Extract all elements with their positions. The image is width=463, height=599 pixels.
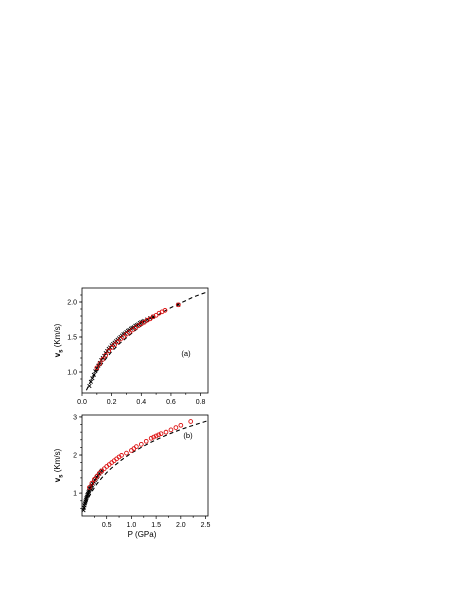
fit-curve — [85, 291, 207, 391]
data-point — [106, 348, 112, 354]
data-point — [115, 339, 120, 345]
y-tick-label: 2 — [73, 453, 77, 460]
data-point — [96, 363, 101, 368]
x-tick-label: 1.0 — [127, 522, 137, 529]
data-point — [96, 470, 102, 476]
data-point — [90, 376, 95, 381]
data-point — [92, 477, 97, 482]
data-point — [141, 319, 147, 325]
data-point — [87, 485, 92, 490]
y-tick-label: 3 — [73, 414, 77, 421]
panel-a: 0.0 0.2 0.4 0.6 0.8 1.0 1.5 2.0 vs (Km/s) (a) — [53, 287, 209, 406]
data-point — [135, 323, 141, 329]
data-point — [119, 453, 124, 458]
data-point — [173, 425, 179, 430]
y-tick-label: 1 — [73, 491, 77, 498]
panel-label: (a) — [181, 349, 191, 358]
data-point — [127, 329, 132, 335]
x-tick-label: 1.5 — [151, 522, 161, 529]
panel-b: 0.5 1.0 1.5 2.0 2.5 1 2 3 vs (Km/s) P (GPa) (b) — [53, 414, 211, 539]
series-cross — [87, 302, 181, 389]
y-tick-label: 1.0 — [67, 370, 77, 377]
data-point — [188, 419, 194, 424]
data-point — [133, 325, 138, 331]
x-axis-title: P (GPa) — [128, 530, 157, 539]
data-point-stroke — [86, 490, 91, 495]
data-point — [85, 492, 90, 498]
panel-label: (b) — [183, 431, 193, 440]
data-point — [158, 431, 164, 437]
data-point — [86, 489, 92, 494]
data-point-stroke — [90, 376, 95, 381]
plot-frame — [81, 287, 209, 394]
data-point — [124, 331, 129, 337]
fit-curve — [82, 420, 207, 511]
data-point — [88, 379, 94, 384]
x-tick-label: 0.5 — [102, 522, 112, 529]
data-point — [176, 302, 181, 308]
data-point — [112, 342, 117, 348]
data-point — [87, 383, 92, 389]
data-point — [94, 474, 100, 479]
data-point — [151, 434, 156, 440]
data-point-stroke — [91, 372, 96, 377]
data-point — [163, 429, 169, 435]
data-point — [148, 435, 154, 441]
data-point — [103, 352, 109, 358]
data-point — [147, 316, 153, 322]
x-tick-label: 2.0 — [176, 522, 186, 529]
y-tick-label: 1.5 — [67, 335, 77, 342]
data-point — [89, 480, 95, 486]
x-tick-label: 0.6 — [166, 399, 176, 406]
data-point — [178, 422, 184, 428]
data-point — [153, 433, 159, 439]
data-point-stroke — [87, 383, 92, 389]
data-point — [153, 312, 159, 318]
data-point — [134, 444, 139, 449]
data-point — [143, 438, 149, 444]
data-point — [97, 361, 103, 366]
data-point — [162, 308, 168, 313]
y-tick-label: 2.0 — [67, 300, 77, 307]
data-point — [138, 441, 144, 447]
data-point — [86, 490, 91, 495]
x-tick-label: 0.8 — [196, 399, 206, 406]
y-axis-title: vs (Km/s) — [53, 448, 65, 482]
data-point — [124, 450, 129, 456]
data-point — [91, 372, 96, 377]
series-circle — [87, 419, 194, 490]
data-point — [130, 327, 135, 333]
data-point — [101, 466, 107, 472]
x-tick-label: 2.5 — [201, 522, 211, 529]
y-axis-title: vs (Km/s) — [53, 323, 65, 357]
data-point — [118, 336, 123, 342]
data-point — [94, 365, 100, 371]
data-point — [168, 427, 174, 433]
data-point — [100, 357, 106, 362]
data-point-stroke — [88, 379, 94, 384]
plot-frame — [81, 414, 209, 517]
data-point-stroke — [85, 492, 90, 498]
series-circle — [94, 302, 181, 371]
x-tick-label: 0.4 — [136, 399, 146, 406]
data-point — [109, 345, 114, 350]
data-point-stroke — [82, 508, 86, 513]
data-point — [156, 432, 161, 438]
data-point — [99, 468, 105, 474]
x-tick-label: 0.0 — [77, 399, 87, 406]
x-tick-label: 0.2 — [107, 399, 117, 406]
data-point-stroke — [86, 489, 92, 494]
data-point-stroke — [96, 363, 101, 368]
data-point — [121, 334, 126, 340]
